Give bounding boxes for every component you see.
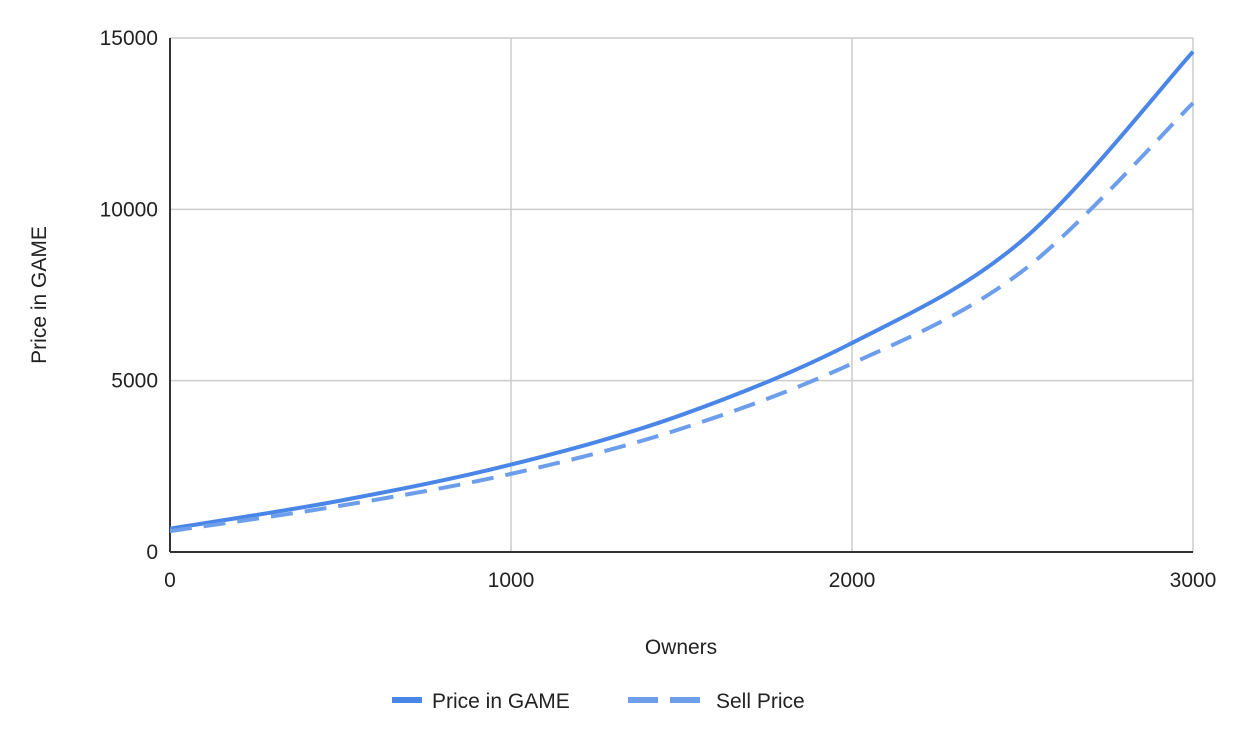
y-tick-label: 5000 xyxy=(111,370,158,393)
y-tick-label: 0 xyxy=(146,541,158,564)
tick-labels: 0 5000 10000 15000 0 1000 2000 3000 xyxy=(100,27,1217,592)
legend-label: Sell Price xyxy=(716,690,805,713)
y-axis-title: Price in GAME xyxy=(28,226,51,364)
x-tick-label: 0 xyxy=(164,569,176,592)
x-tick-label: 3000 xyxy=(1170,569,1217,592)
grid xyxy=(169,37,1194,553)
x-tick-label: 1000 xyxy=(488,569,535,592)
x-axis-title: Owners xyxy=(645,636,717,659)
legend-label: Price in GAME xyxy=(432,690,570,713)
series-lines xyxy=(169,50,1195,534)
series-line-price-in-game xyxy=(169,50,1195,531)
series-line-sell-price xyxy=(169,101,1195,534)
x-tick-label: 2000 xyxy=(829,569,876,592)
y-tick-label: 15000 xyxy=(100,27,158,50)
y-tick-label: 10000 xyxy=(100,198,158,221)
legend: Price in GAME Sell Price xyxy=(392,690,805,713)
